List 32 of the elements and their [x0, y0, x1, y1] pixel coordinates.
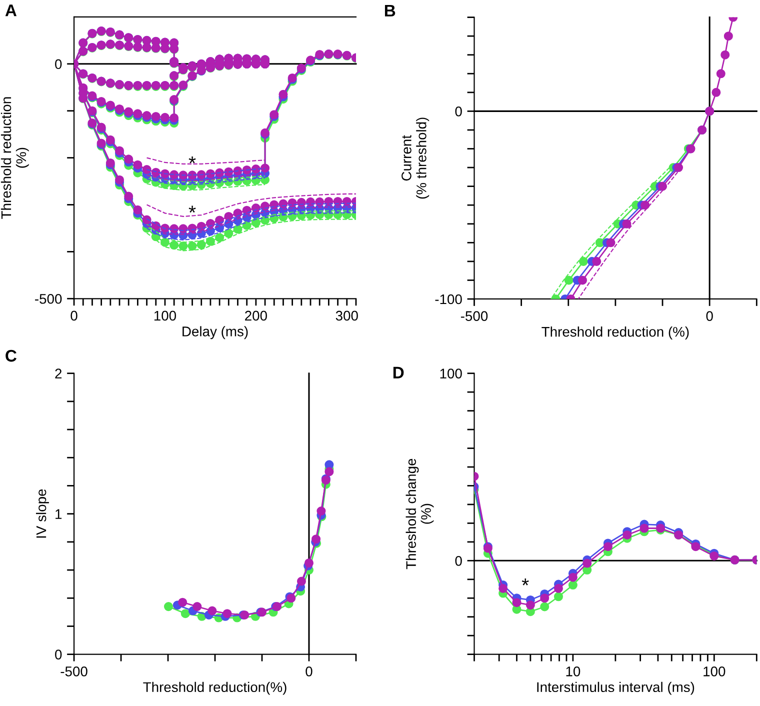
annotation: * — [188, 206, 196, 213]
x-axis-title: Threshold reduction (%) — [542, 326, 689, 340]
x-tick-label: 100 — [704, 666, 726, 676]
y-tick-label: -100 — [435, 294, 462, 304]
x-tick-label: 0 — [70, 310, 78, 321]
x-tick-label: 200 — [245, 310, 267, 321]
chart-title: C — [6, 350, 17, 362]
x-axis-title: Threshold reduction(%) — [143, 682, 286, 695]
y-axis-title: Current (% threshold) — [402, 118, 430, 199]
y-axis-title: Threshold change (%) — [406, 458, 434, 570]
y-tick-label: 0 — [455, 106, 462, 116]
x-tick-label: 0 — [306, 666, 312, 676]
y-tick-label: 0 — [55, 59, 62, 70]
x-tick-label: 10 — [566, 666, 580, 676]
y-axis-title: Threshold reduction (%) — [0, 97, 29, 219]
y-tick-label: -500 — [35, 294, 62, 304]
chart-title: A — [5, 4, 17, 16]
x-tick-label: 0 — [706, 311, 713, 321]
annotation: * — [522, 578, 529, 586]
y-tick-label: 0 — [455, 556, 462, 566]
y-tick-label: 0 — [55, 650, 62, 660]
x-tick-label: 100 — [154, 310, 176, 321]
x-axis-title: Delay (ms) — [182, 326, 248, 340]
y-tick-label: 2 — [55, 368, 62, 378]
x-axis-title: Interstimulus interval (ms) — [537, 682, 694, 695]
chart-title: B — [384, 4, 396, 16]
chart-title: D — [393, 366, 404, 378]
annotation: * — [188, 156, 196, 164]
x-tick-label: 300 — [336, 310, 358, 321]
y-tick-label: 1 — [56, 509, 62, 519]
y-axis-title: IV slope — [36, 489, 49, 538]
y-tick-label: 100 — [440, 368, 462, 378]
